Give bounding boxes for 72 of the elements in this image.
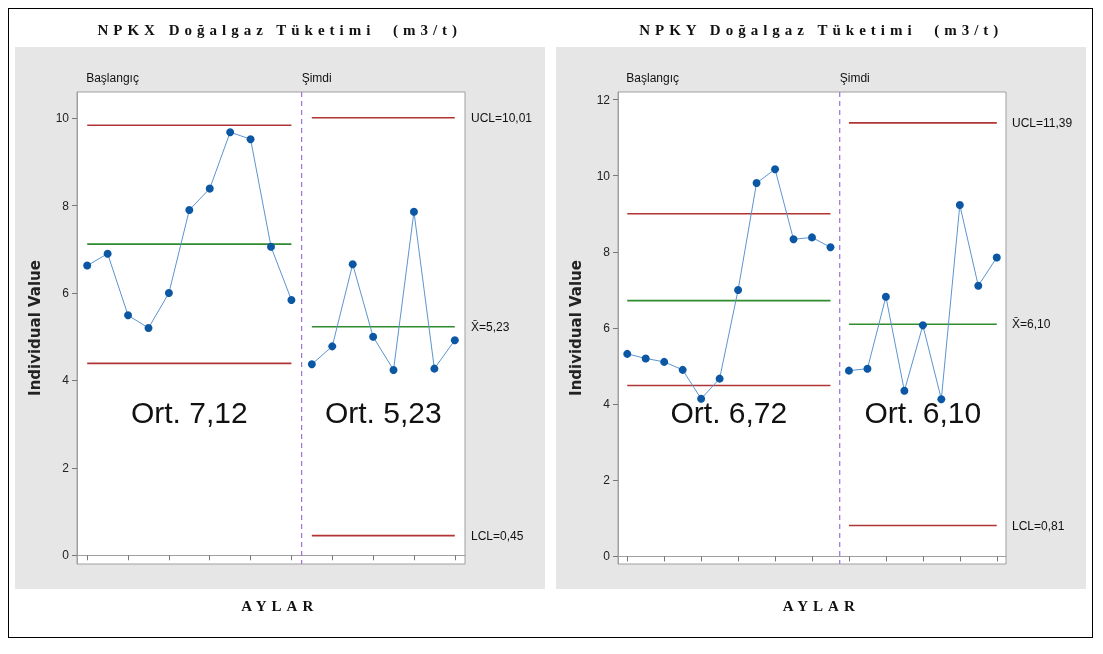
point	[185, 206, 194, 214]
text: Başlangıç	[85, 71, 139, 85]
point	[450, 336, 459, 345]
point	[225, 128, 234, 137]
point	[287, 296, 296, 305]
point	[430, 364, 439, 373]
point	[882, 292, 891, 301]
y-tick-label: 10	[55, 111, 70, 126]
y-tick-label: 8	[603, 244, 611, 259]
text: Şimdi	[839, 71, 870, 85]
y-tick-label: 12	[596, 92, 611, 107]
point	[771, 165, 780, 174]
point	[845, 366, 854, 375]
point	[123, 311, 132, 320]
text: LCL=0,45	[470, 528, 524, 543]
point	[752, 178, 761, 187]
y-tick-label: 2	[62, 460, 70, 475]
point	[697, 394, 706, 403]
point	[789, 235, 798, 244]
annotation: Ort. 7,12	[130, 396, 248, 430]
text: LCL=0,81	[1012, 518, 1065, 533]
y-tick-label: 0	[603, 549, 611, 564]
point	[641, 354, 650, 363]
point	[389, 365, 398, 374]
y-axis-title: Individual Value	[566, 260, 585, 396]
point	[266, 242, 275, 251]
annotation: Ort. 5,23	[324, 396, 442, 430]
point	[409, 207, 418, 216]
y-tick-label: 2	[603, 473, 611, 488]
point	[660, 357, 669, 366]
chart-title: NPKX Doğalgaz Tüketimi (m3/t)	[97, 21, 463, 40]
y-tick-label: 6	[603, 321, 611, 335]
text: Şimdi	[301, 71, 332, 85]
point	[993, 253, 1002, 262]
y-tick-label: 0	[62, 548, 70, 563]
y-tick-label: 6	[62, 286, 70, 301]
point	[863, 364, 872, 373]
point	[734, 285, 743, 294]
point	[144, 324, 153, 332]
point	[715, 374, 724, 383]
annotation: Ort. 6,72	[670, 396, 788, 430]
point	[956, 201, 965, 210]
point	[164, 289, 173, 298]
y-axis-title: Individual Value	[25, 260, 44, 396]
chart-title: NPKY Doğalgaz Tüketimi (m3/t)	[639, 21, 1004, 40]
point	[900, 386, 909, 395]
point	[826, 243, 835, 252]
y-tick-label: 8	[62, 198, 70, 213]
text: X̄=6,10	[1012, 317, 1051, 332]
y-tick-label: 10	[596, 168, 611, 183]
point	[368, 332, 377, 341]
point	[205, 184, 214, 193]
point	[103, 249, 112, 258]
text: Başlangıç	[626, 71, 680, 85]
point	[246, 135, 255, 144]
annotation: Ort. 6,10	[864, 396, 982, 430]
point	[808, 233, 817, 242]
y-tick-label: 4	[603, 397, 611, 412]
text: UCL=10,01	[470, 110, 533, 125]
point	[974, 281, 983, 290]
point	[919, 321, 928, 330]
text: X̄=5,23	[470, 319, 510, 334]
point	[678, 365, 687, 374]
text: UCL=11,39	[1012, 115, 1073, 130]
y-tick-label: 4	[62, 373, 70, 388]
point	[307, 360, 316, 369]
x-axis-title: AYLAR	[782, 597, 860, 616]
point	[348, 260, 357, 269]
point	[623, 349, 632, 358]
point	[328, 342, 337, 351]
x-axis-title: AYLAR	[241, 597, 319, 616]
point	[82, 261, 91, 270]
